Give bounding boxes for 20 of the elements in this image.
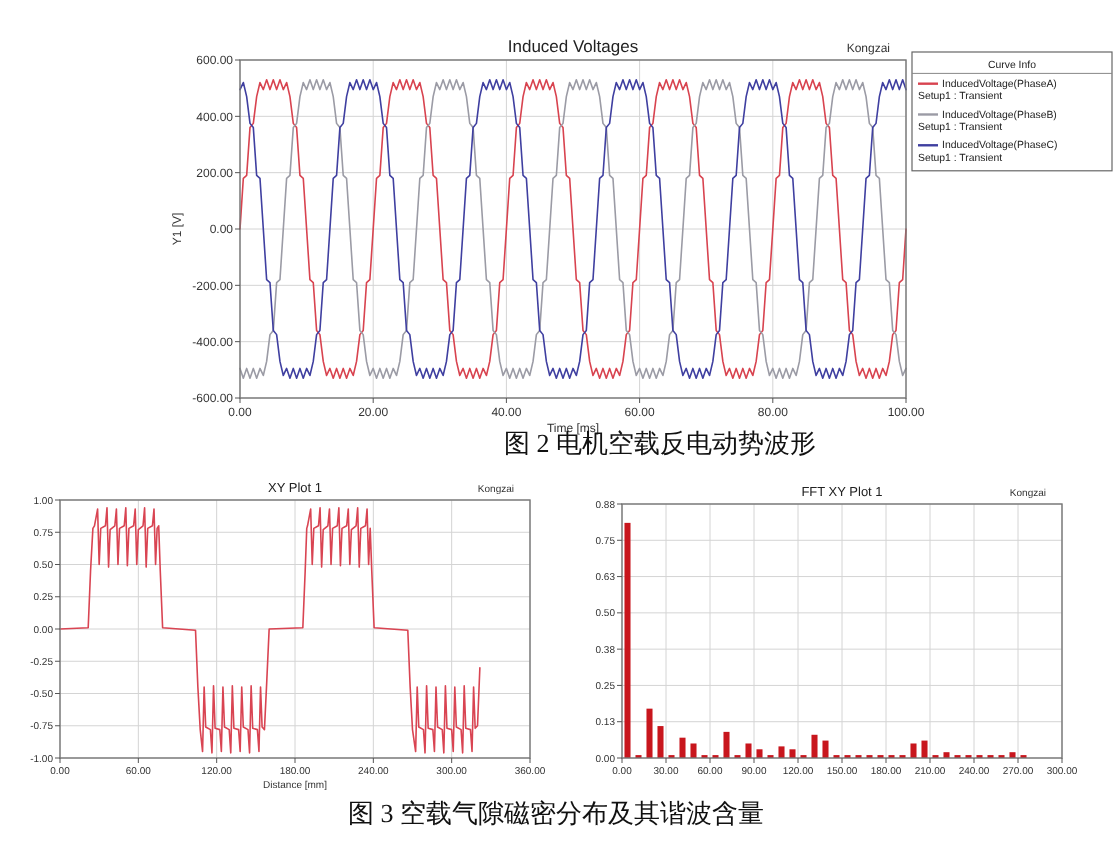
bar bbox=[811, 734, 818, 758]
line-series bbox=[59, 506, 481, 754]
bar bbox=[690, 743, 697, 758]
bar bbox=[1009, 752, 1016, 758]
bar bbox=[921, 740, 928, 758]
bar bbox=[679, 737, 686, 758]
bar bbox=[778, 746, 785, 758]
bar bbox=[756, 749, 763, 758]
bar bbox=[822, 740, 829, 758]
bar bbox=[723, 731, 730, 758]
bar bbox=[646, 708, 653, 758]
bar bbox=[910, 743, 917, 758]
chart-title: Induced Voltages bbox=[507, 36, 639, 56]
line-series bbox=[239, 78, 907, 380]
bar bbox=[624, 522, 631, 758]
bar bbox=[943, 752, 950, 758]
bar bbox=[657, 726, 664, 758]
caption: 图 3 空载气隙磁密分布及其谐波含量 bbox=[348, 798, 764, 828]
bar bbox=[789, 749, 796, 758]
bar bbox=[745, 743, 752, 758]
